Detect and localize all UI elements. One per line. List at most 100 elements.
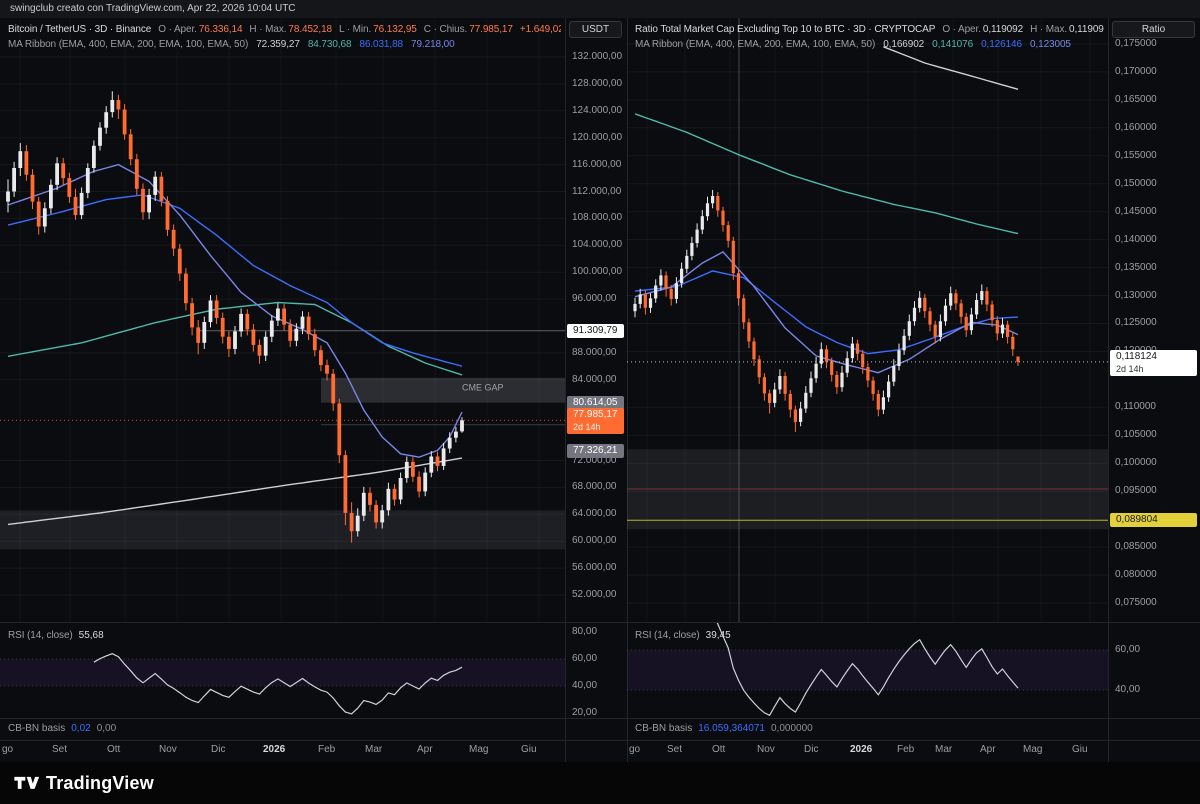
symbol-title[interactable]: Ratio Total Market Cap Excluding Top 10 … — [635, 24, 936, 35]
rsi-label[interactable]: RSI (14, close) — [8, 630, 73, 641]
ma-ribbon-label[interactable]: MA Ribbon (EMA, 400, EMA, 200, EMA, 100,… — [635, 39, 876, 50]
ohlc-value: 0,119092 — [1069, 24, 1104, 35]
rsi-canvas[interactable] — [627, 622, 1108, 718]
price-tick-label: 0,105000 — [1115, 429, 1157, 440]
rsi-line — [93, 653, 463, 715]
basis-pane[interactable]: CB-BN basis 0,02 0,00 — [0, 718, 573, 740]
price-tick-label: 124.000,00 — [572, 105, 623, 116]
price-tick-label: 0,075000 — [1115, 597, 1157, 608]
price-tick-label: 0,095000 — [1115, 485, 1157, 496]
rsi-pane[interactable]: RSI (14, close) 39,45 — [627, 622, 1108, 718]
pane-divider[interactable] — [0, 622, 627, 623]
main-chart-area[interactable]: Ratio Total Market Cap Excluding Top 10 … — [627, 18, 1108, 622]
price-tick-label: 0,140000 — [1115, 234, 1157, 245]
basis-label[interactable]: CB-BN basis — [8, 723, 66, 734]
time-axis-divider — [627, 740, 1200, 741]
charts-row: Bitcoin / TetherUS · 3D · Binance O · Ape… — [0, 18, 1200, 762]
price-tick-label: 0,080000 — [1115, 569, 1157, 580]
price-tick-label: 0,150000 — [1115, 178, 1157, 189]
basis-value-1: 16.059,364071 — [698, 723, 765, 734]
basis-label[interactable]: CB-BN basis — [635, 723, 693, 734]
rsi-value: 39,45 — [705, 630, 731, 641]
time-axis-label: 2026 — [263, 744, 286, 755]
ema-line — [7, 457, 463, 526]
ohlc-value: 77.985,17 — [469, 24, 513, 35]
symbol-row[interactable]: Ratio Total Market Cap Excluding Top 10 … — [635, 22, 1104, 37]
time-axis-label: Giu — [1072, 744, 1088, 755]
ma-ribbon-label[interactable]: MA Ribbon (EMA, 400, EMA, 200, EMA, 100,… — [8, 39, 249, 50]
time-axis[interactable]: go Set Ott Nov Dic 2026 Feb Mar Apr Mag Giu — [627, 740, 1108, 762]
ema-line — [634, 270, 1019, 355]
shaded-zone — [0, 510, 565, 550]
rsi-label[interactable]: RSI (14, close) — [635, 630, 700, 641]
ohlc-key: O · Aper. — [942, 24, 981, 35]
price-label: 0,089804 — [1110, 513, 1197, 527]
time-axis-label: Set — [667, 744, 683, 755]
main-chart-area[interactable]: Bitcoin / TetherUS · 3D · Binance O · Ape… — [0, 18, 565, 622]
price-tick-label: 0,135000 — [1115, 262, 1157, 273]
time-axis-label: Ott — [712, 744, 726, 755]
price-tick-label: 68.000,00 — [572, 481, 617, 492]
price-tick-label: 104.000,00 — [572, 239, 623, 250]
price-tick-label: 0,170000 — [1115, 66, 1157, 77]
price-axis[interactable]: USDT 132.000,00 128.000,00 124.000,00 120.0… — [565, 18, 627, 762]
price-tick-label: 128.000,00 — [572, 78, 623, 89]
ohlc-values: O · Aper. 76.336,14 H · Max. 78.452,18 L · M… — [151, 24, 513, 35]
symbol-title[interactable]: Bitcoin / TetherUS · 3D · Binance — [8, 24, 152, 35]
price-tick-label: 56.000,00 — [572, 562, 617, 573]
time-axis-label: Feb — [897, 744, 915, 755]
price-chart-canvas[interactable] — [627, 18, 1108, 622]
ma-value: 72.359,27 — [256, 39, 300, 50]
ema-line — [634, 113, 1019, 235]
time-axis-label: Giu — [521, 744, 537, 755]
chart-pane-btcusdt[interactable]: Bitcoin / TetherUS · 3D · Binance O · Ape… — [0, 18, 627, 762]
unit-toggle-button[interactable]: USDT — [569, 21, 622, 38]
time-axis-label: Nov — [159, 744, 177, 755]
price-tick-label: 0,110000 — [1115, 401, 1156, 412]
time-axis-label: go — [2, 744, 14, 755]
pane-divider[interactable] — [627, 622, 1200, 623]
price-tick-label: 0,160000 — [1115, 122, 1157, 133]
ma-value: 0,141076 — [932, 39, 974, 50]
ohlc-value: 0,119092 — [982, 24, 1024, 35]
symbol-row[interactable]: Bitcoin / TetherUS · 3D · Binance O · Ape… — [8, 22, 561, 37]
price-tick-label: 0,125000 — [1115, 317, 1157, 328]
basis-pane[interactable]: CB-BN basis 16.059,364071 0,000000 — [627, 718, 1116, 740]
time-axis-label: Ott — [107, 744, 121, 755]
time-axis-label: 2026 — [850, 744, 873, 755]
rsi-tick-label: 40,00 — [1115, 684, 1141, 695]
rsi-line — [716, 622, 1019, 717]
unit-toggle-button[interactable]: Ratio — [1112, 21, 1195, 38]
ema-line — [7, 194, 463, 367]
pane-divider[interactable] — [627, 718, 1200, 719]
pane-divider[interactable] — [0, 718, 627, 719]
chart-pane-ratio[interactable]: Ratio Total Market Cap Excluding Top 10 … — [627, 18, 1200, 762]
rsi-value: 55,68 — [78, 630, 104, 641]
price-tick-label: 0,130000 — [1115, 290, 1157, 301]
price-chart-canvas[interactable]: CME GAP — [0, 18, 565, 622]
time-axis[interactable]: go Set Ott Nov Dic 2026 Feb Mar Apr Mag Giu — [0, 740, 565, 762]
ma-value: 0,126146 — [981, 39, 1022, 50]
price-tick-label: 0,155000 — [1115, 150, 1157, 161]
rsi-tick-label: 60,00 — [572, 653, 598, 664]
rsi-tick-label: 40,00 — [572, 680, 598, 691]
price-axis[interactable]: Ratio 0,175000 0,170000 0,165000 0,160000 0,… — [1108, 18, 1200, 762]
ma-ribbon-row[interactable]: MA Ribbon (EMA, 400, EMA, 200, EMA, 100,… — [8, 37, 561, 52]
price-tick-label: 0,175000 — [1115, 38, 1157, 49]
time-axis-label: Apr — [417, 744, 433, 755]
tradingview-logo[interactable]: TradingView — [13, 772, 154, 794]
ohlc-value: 76.336,14 — [198, 24, 243, 35]
rsi-legend: RSI (14, close) 55,68 — [8, 625, 561, 643]
ema-line — [7, 163, 463, 458]
ohlc-key: O · Aper. — [158, 24, 197, 35]
time-axis-label: Nov — [757, 744, 775, 755]
price-tick-label: 108.000,00 — [572, 212, 623, 223]
ma-ribbon-row[interactable]: MA Ribbon (EMA, 400, EMA, 200, EMA, 100,… — [635, 37, 1104, 52]
price-label: 0,118124 2d 14h — [1110, 350, 1197, 376]
rsi-canvas[interactable] — [0, 622, 565, 718]
time-axis-label: Dic — [804, 744, 819, 755]
ohlc-key: H · Max. — [249, 24, 287, 35]
rsi-pane[interactable]: RSI (14, close) 55,68 — [0, 622, 565, 718]
change-value: +1.649,02 (+2,16%) — [519, 24, 561, 35]
